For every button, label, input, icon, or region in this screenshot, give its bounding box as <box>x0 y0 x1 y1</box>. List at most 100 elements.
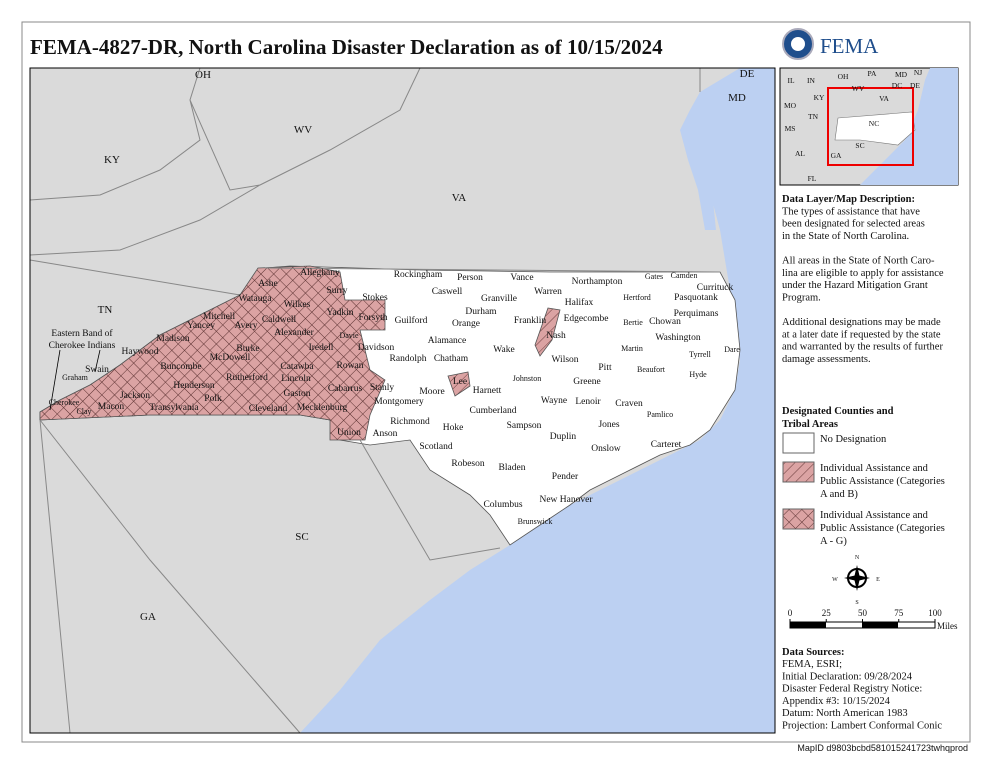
county-label: Hoke <box>443 423 464 433</box>
sources-text: Datum: North American 1983 <box>782 708 908 719</box>
county-label: Alamance <box>428 336 467 346</box>
county-label: Halifax <box>565 297 594 308</box>
county-label: Madison <box>156 334 190 344</box>
sources-text: Projection: Lambert Conformal Conic <box>782 721 942 732</box>
county-label: Cherokee <box>49 398 80 407</box>
legend-text: A - G) <box>820 536 847 547</box>
county-label: Graham <box>62 373 89 382</box>
legend-text: Public Assistance (Categories <box>820 523 945 534</box>
leader-line <box>49 349 101 411</box>
inset-label: MD <box>895 70 908 79</box>
county-label: Cleveland <box>249 404 288 414</box>
county-label: Orange <box>452 319 480 329</box>
county-label: Bladen <box>499 463 526 473</box>
county-label: Person <box>457 273 483 283</box>
county-label: Catawba <box>280 362 314 372</box>
county-label: Rutherford <box>226 372 268 383</box>
inset-label: GA <box>831 151 842 160</box>
county-label: Chowan <box>649 317 681 327</box>
county-label: Anson <box>373 429 398 439</box>
inset-label: SC <box>855 141 864 150</box>
county-label: Henderson <box>173 381 214 391</box>
compass <box>844 565 870 591</box>
county-label: Macon <box>98 402 125 412</box>
county-label: Forsyth <box>358 313 387 323</box>
inset-label: IN <box>807 76 815 85</box>
legend-heading: Tribal Areas <box>782 419 838 430</box>
map-id: MapID d9803bcbd581015241723twhqprod <box>797 743 968 753</box>
description-text: Additional designations may be made <box>782 317 941 328</box>
inset-label: TN <box>808 112 819 121</box>
county-label: Transylvania <box>149 403 199 413</box>
legend-text: No Designation <box>820 434 887 445</box>
state-label: OH <box>195 69 211 81</box>
scale-label: 25 <box>822 608 832 618</box>
county-label: Currituck <box>697 283 734 293</box>
county-label: Nash <box>546 331 566 341</box>
main-map <box>29 67 776 734</box>
legend-text: Individual Assistance and <box>820 463 929 474</box>
tribal-label: Eastern Band of <box>51 328 113 339</box>
frame <box>21 21 971 743</box>
county-label: Lenoir <box>575 397 601 407</box>
description-text: and warranted by the results of further <box>782 342 943 353</box>
agency: FEMA <box>820 34 879 58</box>
description-text: at a later date if requested by the stat… <box>782 329 941 340</box>
county-label: Montgomery <box>374 397 424 407</box>
county-label: Rockingham <box>394 270 443 280</box>
inset-label: OH <box>838 72 849 81</box>
county-label: Davie <box>339 331 359 340</box>
county-label: Yadkin <box>326 308 353 318</box>
county-label: Wayne <box>541 396 567 406</box>
sources-text: Initial Declaration: 09/28/2024 <box>782 671 913 682</box>
county-label: Gaston <box>284 389 311 399</box>
county-label: Perquimans <box>674 309 719 319</box>
county-label: Richmond <box>390 417 430 427</box>
county-label: Mecklenburg <box>297 403 348 413</box>
county-label: Iredell <box>309 343 334 353</box>
inset-label: NJ <box>914 68 922 77</box>
county-label: Avery <box>234 321 257 331</box>
county-label: Moore <box>419 387 444 397</box>
compass-label: W <box>832 577 838 583</box>
county-label: Vance <box>510 273 533 283</box>
tribal-label: Cherokee Indians <box>49 341 116 351</box>
county-label: Stokes <box>362 293 388 303</box>
county-label: Hertford <box>623 293 651 302</box>
compass-label: E <box>876 577 880 583</box>
county-label: Hyde <box>689 370 707 379</box>
legend-swatch <box>782 432 815 454</box>
description-text: been designated for selected areas <box>782 219 925 230</box>
county-label: Washington <box>655 333 700 343</box>
sources-text: Appendix #3: 10/15/2024 <box>782 696 891 707</box>
county-label: Randolph <box>390 354 427 364</box>
scale-label: 0 <box>788 608 793 618</box>
legend-heading: Designated Counties and <box>782 406 894 417</box>
state-label: DE <box>740 68 755 80</box>
inset-label: DE <box>910 81 920 90</box>
legend-swatch <box>782 461 815 483</box>
county-label: Davidson <box>358 343 395 353</box>
county-label: Pasquotank <box>674 293 718 303</box>
county-label: Craven <box>615 399 643 409</box>
sources-heading: Data Sources: <box>782 647 845 658</box>
county-label: Franklin <box>514 316 546 326</box>
inset-label: PA <box>868 69 877 78</box>
scale-label: 75 <box>894 608 904 618</box>
inset-map <box>779 67 959 186</box>
county-label: Burke <box>236 344 259 354</box>
fema-logo <box>782 28 814 60</box>
county-label: Cabarrus <box>328 384 363 394</box>
county-label: Wilkes <box>284 300 311 310</box>
inset-label: NC <box>869 119 879 128</box>
county-label: Camden <box>671 271 698 280</box>
county-label: Wake <box>493 345 514 355</box>
description-text: damage assessments. <box>782 354 871 365</box>
county-label: Martin <box>621 344 643 353</box>
inset-label: AL <box>795 149 805 158</box>
county-label: Onslow <box>591 444 621 454</box>
county-label: Sampson <box>507 421 542 431</box>
inset-label: MO <box>784 101 797 110</box>
county-label: Brunswick <box>518 517 553 526</box>
